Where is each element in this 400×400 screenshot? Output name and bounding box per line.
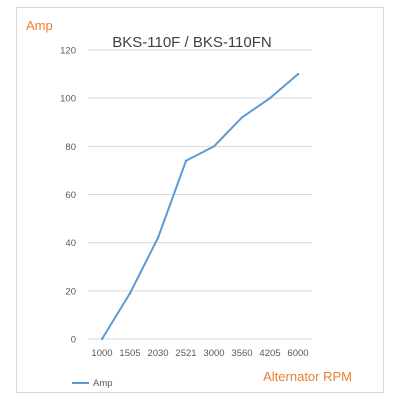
x-axis-label: Alternator RPM — [263, 369, 352, 384]
data-point — [212, 145, 216, 148]
y-tick-label: 40 — [65, 238, 76, 249]
x-tick-label: 3560 — [231, 348, 252, 359]
x-tick-label: 1505 — [119, 348, 140, 359]
y-tick-label: 80 — [65, 142, 76, 153]
chart-frame — [16, 7, 384, 393]
data-point — [184, 159, 188, 162]
series-layer — [100, 72, 300, 341]
y-tick-label: 20 — [65, 286, 76, 297]
gridlines — [88, 49, 312, 340]
x-tick-label: 6000 — [287, 348, 308, 359]
series-line-0 — [101, 73, 299, 340]
legend: Amp — [72, 378, 113, 389]
y-axis-ticks: 0 20 40 60 80 100 120 — [60, 46, 76, 346]
data-point — [100, 337, 104, 341]
x-axis-ticks: 1000 1505 2030 2521 3000 3560 4205 6000 — [91, 348, 308, 359]
x-tick-label: 3000 — [203, 348, 224, 359]
x-tick-label: 2521 — [175, 348, 196, 359]
data-point — [128, 292, 132, 295]
data-point — [296, 72, 300, 76]
legend-label: Amp — [93, 378, 113, 389]
data-point — [156, 236, 160, 240]
x-tick-label: 2030 — [147, 348, 168, 359]
y-tick-label: 0 — [71, 335, 76, 346]
x-tick-label: 1000 — [91, 348, 112, 359]
data-point — [240, 116, 244, 119]
x-tick-label: 4205 — [259, 348, 280, 359]
chart-title: BKS-110F / BKS-110FN — [112, 34, 272, 51]
data-point — [268, 96, 272, 100]
y-tick-label: 120 — [60, 46, 76, 57]
y-tick-label: 60 — [65, 190, 76, 201]
y-tick-label: 100 — [60, 94, 76, 105]
y-axis-unit-label: Amp — [26, 18, 53, 33]
